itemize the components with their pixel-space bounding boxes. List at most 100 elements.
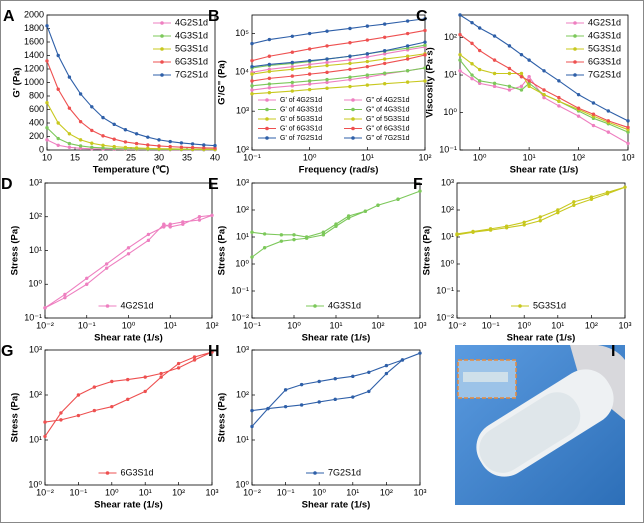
data-point bbox=[176, 366, 181, 370]
y-tick-label: 800 bbox=[29, 90, 44, 100]
x-tick-label: 10¹ bbox=[346, 487, 359, 497]
y-tick-label: 10² bbox=[29, 211, 42, 221]
y-tick-label: 10¹ bbox=[236, 231, 249, 241]
data-point bbox=[146, 146, 150, 151]
data-point bbox=[396, 197, 400, 201]
data-point bbox=[527, 58, 531, 62]
x-axis-title: Shear rate (1/s) bbox=[510, 165, 579, 176]
data-point bbox=[250, 64, 254, 69]
data-point bbox=[250, 92, 254, 96]
data-point bbox=[556, 210, 560, 215]
plot-frame bbox=[251, 349, 421, 486]
y-tick-label: 10⁰ bbox=[28, 479, 42, 489]
y-tick-label: 10³ bbox=[236, 344, 249, 354]
data-point bbox=[307, 47, 312, 51]
data-point bbox=[507, 88, 512, 92]
data-point bbox=[405, 80, 410, 84]
data-point bbox=[76, 413, 81, 418]
data-point bbox=[470, 73, 474, 77]
legend-marker bbox=[265, 117, 269, 121]
data-point bbox=[123, 140, 128, 144]
data-point bbox=[382, 49, 387, 53]
y-tick-label: 10³ bbox=[236, 106, 249, 116]
data-point bbox=[290, 89, 295, 93]
y-tick-label: 10⁻² bbox=[436, 312, 454, 322]
x-tick-label: 10² bbox=[172, 487, 185, 497]
series-line bbox=[251, 54, 426, 82]
data-point bbox=[76, 393, 81, 397]
data-point bbox=[382, 71, 387, 75]
data-point bbox=[307, 58, 312, 63]
data-point bbox=[110, 379, 114, 384]
data-point bbox=[159, 375, 163, 379]
data-point bbox=[101, 115, 105, 120]
data-point bbox=[134, 132, 139, 136]
data-point bbox=[250, 72, 254, 76]
legend-label: G'' of 4G3S1d bbox=[366, 106, 410, 113]
data-point bbox=[365, 38, 370, 42]
data-point bbox=[67, 75, 72, 79]
data-point bbox=[527, 84, 531, 89]
plot-frame bbox=[459, 14, 629, 151]
data-point bbox=[522, 223, 526, 227]
x-tick-label: 10² bbox=[371, 320, 384, 330]
data-point bbox=[348, 54, 352, 58]
data-point bbox=[134, 146, 139, 150]
data-point bbox=[365, 52, 370, 56]
series-line bbox=[46, 60, 216, 149]
legend-marker bbox=[160, 34, 164, 38]
y-tick-label: 400 bbox=[29, 117, 44, 127]
x-tick-label: 10¹ bbox=[523, 152, 536, 162]
data-point bbox=[67, 141, 72, 146]
data-point bbox=[348, 77, 352, 82]
data-point bbox=[418, 189, 422, 193]
y-tick-label: 10³ bbox=[29, 344, 42, 354]
data-point bbox=[157, 144, 161, 148]
data-point bbox=[126, 397, 130, 402]
data-point bbox=[325, 86, 329, 90]
data-point bbox=[279, 233, 284, 237]
legend-label: 5G3S1d bbox=[588, 43, 621, 53]
data-point bbox=[262, 246, 267, 250]
series-line bbox=[251, 80, 426, 95]
data-point bbox=[348, 41, 352, 45]
y-tick-label: 1600 bbox=[24, 36, 44, 46]
data-point bbox=[492, 58, 497, 62]
data-point bbox=[283, 404, 288, 409]
data-point bbox=[78, 144, 83, 148]
data-point bbox=[623, 185, 627, 189]
data-point bbox=[250, 424, 254, 429]
data-point bbox=[59, 418, 63, 422]
legend-label: G'' of 5G3S1d bbox=[366, 116, 410, 123]
x-tick-label: 10³ bbox=[205, 487, 218, 497]
legend-label: G' of 7G2S1d bbox=[280, 135, 322, 142]
data-point bbox=[92, 385, 97, 389]
data-point bbox=[162, 225, 166, 229]
data-point bbox=[78, 138, 83, 142]
data-point bbox=[266, 406, 270, 411]
data-point bbox=[143, 389, 147, 394]
data-point bbox=[267, 86, 272, 90]
legend-label: G' of 5G3S1d bbox=[280, 116, 322, 123]
photo bbox=[455, 345, 625, 505]
x-axis-title: Shear rate (1/s) bbox=[507, 333, 576, 344]
y-tick-label: 1200 bbox=[24, 63, 44, 73]
y-tick-label: 10¹ bbox=[29, 434, 42, 444]
data-point bbox=[376, 203, 380, 207]
data-point bbox=[492, 34, 497, 38]
data-point bbox=[507, 66, 512, 71]
data-point bbox=[348, 75, 352, 79]
y-axis-title: Stress (Pa) bbox=[422, 226, 433, 276]
data-point bbox=[168, 144, 172, 149]
series-line bbox=[251, 53, 426, 75]
data-point bbox=[267, 62, 272, 67]
data-point bbox=[382, 35, 387, 39]
data-point bbox=[367, 370, 371, 374]
data-point bbox=[626, 125, 630, 130]
data-point bbox=[307, 79, 312, 83]
y-tick-label: 10¹ bbox=[441, 231, 454, 241]
data-point bbox=[405, 69, 410, 73]
data-point bbox=[348, 61, 352, 66]
data-point bbox=[143, 375, 147, 379]
x-tick-label: 10⁰ bbox=[517, 320, 531, 330]
